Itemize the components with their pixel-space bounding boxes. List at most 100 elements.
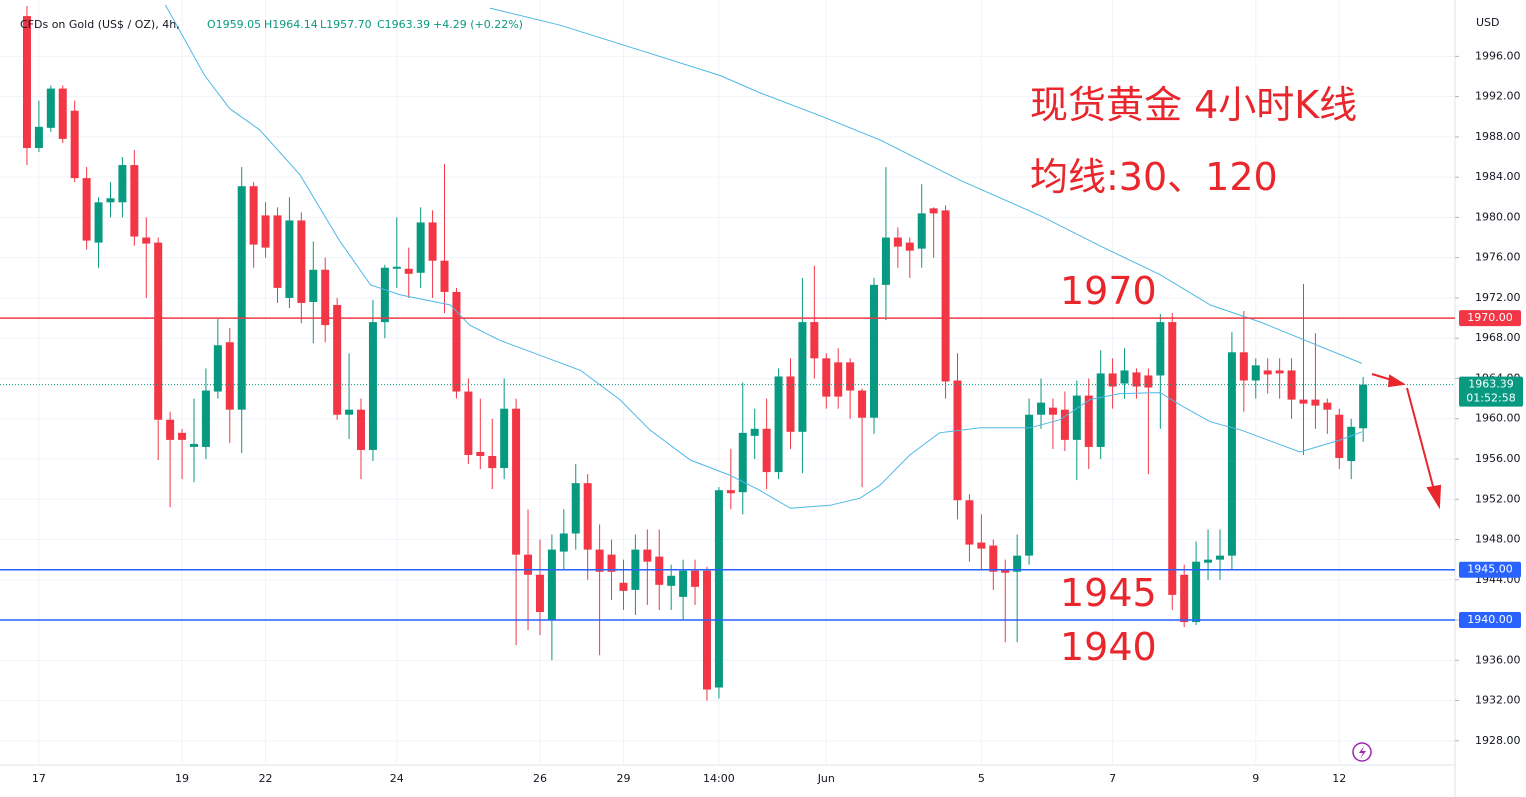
- candle-body: [667, 575, 676, 586]
- candle-body: [237, 186, 246, 410]
- candle-body: [178, 432, 187, 440]
- candle-body: [1048, 407, 1057, 415]
- candle-body: [1037, 402, 1046, 415]
- candle-body: [225, 342, 234, 410]
- level-label: 1970.00: [1467, 311, 1513, 324]
- candle-body: [893, 237, 902, 247]
- candle-body: [786, 376, 795, 432]
- candle-body: [404, 268, 413, 274]
- candle-body: [583, 483, 592, 550]
- candle-body: [1084, 395, 1093, 447]
- candle-body: [22, 16, 31, 148]
- y-tick-label: 1996.00: [1475, 49, 1521, 62]
- candle-body: [1323, 402, 1332, 410]
- candle-body: [416, 222, 425, 273]
- last-price-label: 1963.39: [1468, 378, 1514, 391]
- candle-body: [679, 570, 688, 597]
- candle-body: [953, 380, 962, 501]
- candle-body: [333, 304, 342, 415]
- annotation: 1970: [1060, 269, 1157, 313]
- x-tick-label: 9: [1252, 772, 1259, 785]
- moving-average: [489, 7, 1363, 364]
- annotation: 均线:30、120: [1030, 155, 1278, 199]
- symbol-title: CFDs on Gold (US$ / OZ), 4h,: [20, 18, 180, 31]
- y-tick-label: 1928.00: [1475, 734, 1521, 747]
- candle-body: [1156, 322, 1165, 376]
- candle-body: [261, 215, 270, 248]
- candle-body: [345, 409, 354, 415]
- candle-body: [1013, 555, 1022, 572]
- y-tick-label: 1976.00: [1475, 251, 1521, 264]
- candle-body: [881, 237, 890, 285]
- candle-body: [858, 390, 867, 418]
- candle-body: [1144, 375, 1153, 388]
- candle-body: [58, 88, 67, 139]
- y-tick-label: 1992.00: [1475, 90, 1521, 103]
- candle-body: [571, 483, 580, 534]
- annotation: 1940: [1060, 625, 1157, 669]
- candle-body: [1299, 399, 1308, 404]
- candle-body: [1227, 352, 1236, 556]
- candle-body: [357, 409, 366, 450]
- y-tick-label: 1948.00: [1475, 533, 1521, 546]
- candle-body: [452, 291, 461, 392]
- level-label: 1940.00: [1467, 613, 1513, 626]
- candle-body: [774, 376, 783, 473]
- candle-body: [440, 260, 449, 292]
- candle-body: [189, 443, 198, 447]
- candle-body: [118, 165, 127, 203]
- y-tick-label: 1932.00: [1475, 694, 1521, 707]
- candle-body: [512, 408, 521, 555]
- candle-body: [846, 362, 855, 391]
- candle-body: [738, 432, 747, 493]
- candle-body: [1287, 370, 1296, 400]
- candle-body: [607, 554, 616, 572]
- x-tick-label: 29: [616, 772, 630, 785]
- y-tick-label: 1980.00: [1475, 210, 1521, 223]
- candle-body: [34, 126, 43, 148]
- candle-body: [1251, 365, 1260, 381]
- candle-body: [643, 549, 652, 562]
- candle-body: [1263, 370, 1272, 375]
- level-tag: [1459, 561, 1521, 578]
- candle-body: [166, 419, 175, 440]
- candle-body: [1239, 352, 1248, 381]
- y-tick-label: 1936.00: [1475, 653, 1521, 666]
- last-price-tag: [1459, 376, 1523, 407]
- candle-body: [1311, 399, 1320, 406]
- candle-body: [70, 110, 79, 179]
- y-tick-label: 1960.00: [1475, 412, 1521, 425]
- candle-body: [941, 210, 950, 382]
- x-tick-label: 7: [1109, 772, 1116, 785]
- x-tick-label: Jun: [817, 772, 835, 785]
- y-tick-label: 1984.00: [1475, 170, 1521, 183]
- candle-body: [655, 556, 664, 585]
- candle-body: [762, 428, 771, 473]
- candle-body: [1060, 409, 1069, 440]
- candle-body: [1108, 373, 1117, 387]
- candle-body: [989, 545, 998, 572]
- candle-body: [1001, 569, 1010, 573]
- candle-body: [798, 322, 807, 432]
- candle-body: [547, 549, 556, 621]
- candle-body: [1359, 384, 1368, 429]
- candle-body: [1335, 414, 1344, 458]
- x-tick-label: 24: [390, 772, 404, 785]
- axes: 1928.001932.001936.001940.001944.001948.…: [32, 49, 1523, 785]
- candle-body: [619, 582, 628, 591]
- y-tick-label: 1972.00: [1475, 291, 1521, 304]
- candle-body: [977, 542, 986, 549]
- plot-area: [0, 0, 1455, 765]
- candle-body: [106, 198, 115, 203]
- x-tick-label: 12: [1332, 772, 1346, 785]
- candle-body: [595, 549, 604, 572]
- ohlc-change: +4.29 (+0.22%): [433, 18, 523, 31]
- candle-body: [1120, 370, 1129, 384]
- alert-icon[interactable]: [1352, 742, 1372, 762]
- candle-body: [500, 408, 509, 469]
- candle-body: [1204, 559, 1213, 563]
- candle-body: [321, 269, 330, 326]
- ohlc-close: C1963.39: [377, 18, 430, 31]
